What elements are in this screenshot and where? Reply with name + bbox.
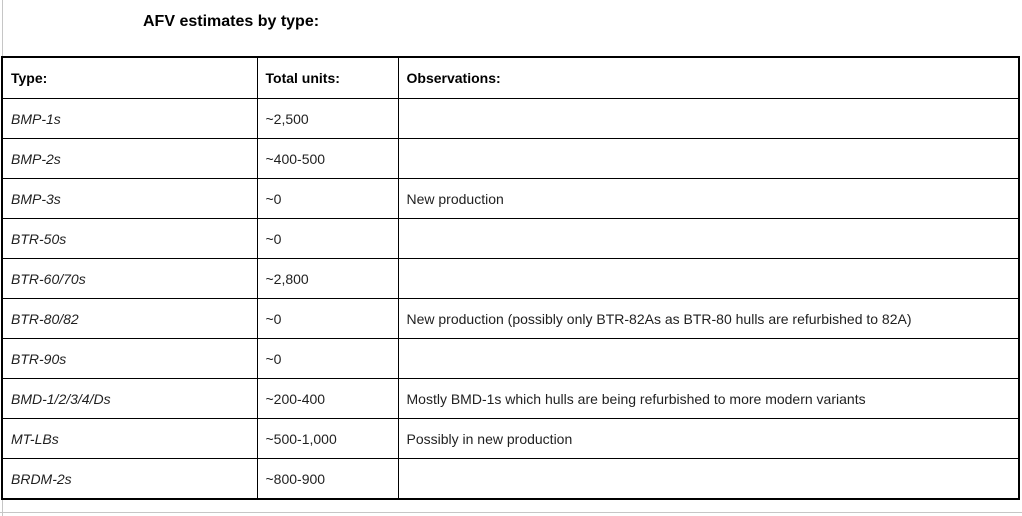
type-cell: BMD-1/2/3/4/Ds — [1, 378, 258, 419]
header-cell-observations: Observations: — [397, 56, 1020, 99]
header-cell-type: Type: — [1, 56, 258, 99]
observations-cell: Mostly BMD-1s which hulls are being refu… — [397, 378, 1020, 419]
type-cell: BTR-90s — [1, 338, 258, 379]
observations-cell: New production (possibly only BTR-82As a… — [397, 298, 1020, 339]
table-header-row: Type: Total units: Observations: — [1, 56, 1020, 99]
units-cell: ~0 — [256, 298, 399, 339]
units-cell: ~0 — [256, 338, 399, 379]
type-cell: MT-LBs — [1, 418, 258, 459]
type-cell: BMP-2s — [1, 138, 258, 179]
table-row: BTR-90s ~0 — [1, 338, 1020, 379]
observations-cell — [397, 258, 1020, 299]
units-cell: ~2,500 — [256, 98, 399, 139]
table-row: MT-LBs ~500-1,000 Possibly in new produc… — [1, 418, 1020, 459]
table-row: BRDM-2s ~800-900 — [1, 458, 1020, 500]
observations-cell — [397, 218, 1020, 259]
units-cell: ~400-500 — [256, 138, 399, 179]
observations-cell — [397, 98, 1020, 139]
table-row: BMP-3s ~0 New production — [1, 178, 1020, 219]
table-row: BMD-1/2/3/4/Ds ~200-400 Mostly BMD-1s wh… — [1, 378, 1020, 419]
afv-estimates-table: Type: Total units: Observations: BMP-1s … — [1, 56, 1020, 500]
observations-cell — [397, 338, 1020, 379]
units-cell: ~0 — [256, 178, 399, 219]
page-gridline-bottom — [0, 512, 1022, 513]
table-row: BTR-60/70s ~2,800 — [1, 258, 1020, 299]
type-cell: BTR-60/70s — [1, 258, 258, 299]
table-row: BTR-50s ~0 — [1, 218, 1020, 259]
units-cell: ~0 — [256, 218, 399, 259]
type-cell: BMP-1s — [1, 98, 258, 139]
type-cell: BTR-80/82 — [1, 298, 258, 339]
observations-cell — [397, 458, 1020, 500]
observations-cell: New production — [397, 178, 1020, 219]
table-row: BTR-80/82 ~0 New production (possibly on… — [1, 298, 1020, 339]
observations-cell: Possibly in new production — [397, 418, 1020, 459]
units-cell: ~500-1,000 — [256, 418, 399, 459]
page-title: AFV estimates by type: — [143, 13, 320, 30]
type-cell: BRDM-2s — [1, 458, 258, 500]
units-cell: ~800-900 — [256, 458, 399, 500]
header-cell-total-units: Total units: — [256, 56, 399, 99]
type-cell: BMP-3s — [1, 178, 258, 219]
type-cell: BTR-50s — [1, 218, 258, 259]
units-cell: ~200-400 — [256, 378, 399, 419]
units-cell: ~2,800 — [256, 258, 399, 299]
table-row: BMP-2s ~400-500 — [1, 138, 1020, 179]
observations-cell — [397, 138, 1020, 179]
table-row: BMP-1s ~2,500 — [1, 98, 1020, 139]
